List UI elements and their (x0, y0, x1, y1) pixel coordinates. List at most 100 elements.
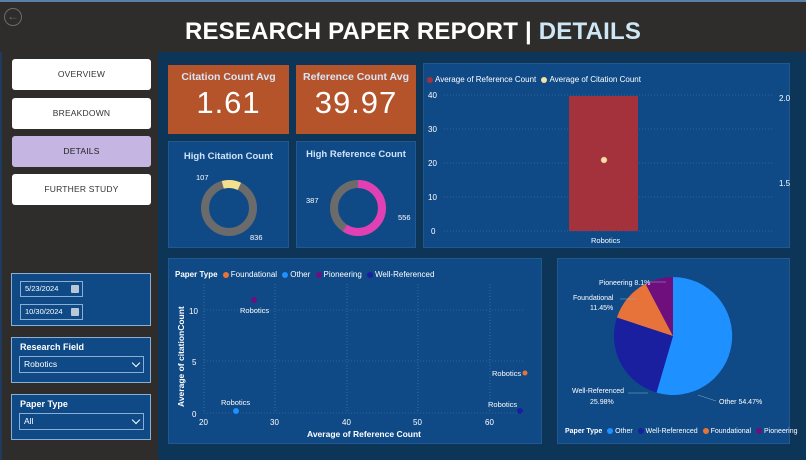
svg-text:10: 10 (428, 193, 437, 202)
pie-legend: Paper Type Other Well-Referenced Foundat… (565, 428, 798, 435)
legend-reference-label[interactable]: Average of Reference Count (435, 75, 537, 84)
svg-text:Pioneering 8.1%: Pioneering 8.1% (599, 280, 650, 287)
paper-type-pie[interactable]: Pioneering 8.1% Foundational 11.45% Well… (558, 259, 791, 445)
high-citation-card: High Citation Count 107 836 (168, 141, 289, 248)
point-well-referenced (517, 408, 523, 414)
pie-legend-title: Paper Type (565, 428, 603, 435)
nav-overview-button[interactable]: OVERVIEW (12, 59, 151, 90)
scatter-legend-title: Paper Type (175, 270, 218, 279)
reference-avg-value: 39.97 (314, 85, 398, 120)
svg-text:10: 10 (189, 307, 198, 316)
end-date-input[interactable]: 10/30/2024 (20, 304, 83, 320)
svg-text:Robotics: Robotics (591, 236, 620, 245)
calendar-icon[interactable] (71, 308, 79, 316)
legend-citation-dot-icon (541, 76, 548, 83)
legend-reference-dot-icon (427, 76, 433, 83)
pie-legend-pioneering[interactable]: Pioneering (764, 428, 798, 435)
high-citation-rest-value: 836 (250, 233, 263, 242)
citation-avg-value: 1.61 (196, 85, 261, 120)
title-separator: | (524, 18, 532, 45)
legend-foundational-dot-icon (222, 271, 229, 278)
pie-legend-other[interactable]: Other (615, 428, 633, 435)
chevron-down-icon (131, 358, 141, 368)
citation-point (600, 156, 608, 164)
paper-type-label: Paper Type (20, 399, 68, 409)
legend-well-referenced-dot-icon (637, 428, 644, 435)
svg-text:40: 40 (342, 418, 351, 427)
start-date-input[interactable]: 5/23/2024 (20, 281, 83, 297)
point-other (233, 408, 239, 414)
calendar-icon[interactable] (71, 285, 79, 293)
high-reference-highlight-value: 556 (398, 213, 411, 222)
svg-text:Robotics: Robotics (221, 398, 250, 407)
nav-breakdown-button[interactable]: BREAKDOWN (12, 98, 151, 129)
svg-text:40: 40 (428, 91, 437, 100)
high-reference-title: High Reference Count (306, 149, 406, 160)
paper-type-value: All (24, 416, 34, 426)
legend-pioneering-dot-icon (756, 428, 763, 435)
pie-legend-foundational[interactable]: Foundational (710, 428, 752, 435)
pie-legend-well-referenced[interactable]: Well-Referenced (645, 428, 698, 435)
svg-text:30: 30 (428, 125, 437, 134)
legend-other[interactable]: Other (290, 270, 311, 279)
svg-text:Average of citationCount: Average of citationCount (176, 306, 186, 407)
svg-text:Robotics: Robotics (488, 400, 517, 409)
main-canvas: Citation Count Avg 1.61 Reference Count … (158, 52, 806, 460)
svg-text:60: 60 (485, 418, 494, 427)
scatter-legend: Paper Type Foundational Other Pioneering… (175, 270, 434, 279)
slice-foundational (616, 283, 673, 336)
svg-text:Robotics: Robotics (492, 369, 521, 378)
date-range-filter: 5/23/2024 10/30/2024 (11, 273, 151, 326)
paper-type-pie-card: Pioneering 8.1% Foundational 11.45% Well… (557, 258, 798, 445)
svg-text:30: 30 (270, 418, 279, 427)
svg-text:2.0: 2.0 (779, 94, 791, 103)
slice-pioneering (645, 277, 673, 336)
svg-text:50: 50 (413, 418, 422, 427)
title-accent: DETAILS (538, 18, 642, 45)
svg-text:5: 5 (192, 358, 197, 367)
back-arrow-icon[interactable]: ← (4, 8, 22, 26)
nav-details-button[interactable]: DETAILS (12, 136, 151, 167)
high-reference-donut[interactable] (297, 142, 417, 249)
research-field-dropdown[interactable]: Robotics (19, 356, 144, 373)
research-field-label: Research Field (20, 342, 85, 352)
end-date-value: 10/30/2024 (25, 307, 63, 316)
high-reference-card: High Reference Count 387 556 (296, 141, 416, 248)
paper-type-dropdown[interactable]: All (19, 413, 144, 430)
svg-text:Foundational: Foundational (573, 295, 614, 302)
legend-well-referenced[interactable]: Well-Referenced (375, 270, 435, 279)
combo-chart-plot[interactable]: 40 30 20 10 0 2.0 1.5 Robotics (424, 64, 791, 249)
legend-other-dot-icon (282, 271, 289, 278)
combo-legend: Average of Reference Count Average of Ci… (427, 75, 641, 84)
legend-pioneering[interactable]: Pioneering (323, 270, 362, 279)
svg-text:0: 0 (431, 227, 436, 236)
high-citation-title: High Citation Count (183, 151, 274, 162)
svg-text:25.98%: 25.98% (590, 399, 614, 406)
high-reference-rest-value: 387 (306, 196, 319, 205)
research-field-filter: Research Field Robotics (11, 337, 151, 383)
sidebar: OVERVIEW BREAKDOWN DETAILS FURTHER STUDY… (0, 52, 158, 460)
start-date-value: 5/23/2024 (25, 284, 59, 293)
svg-text:Average of Reference Count: Average of Reference Count (307, 429, 421, 439)
point-pioneering (251, 297, 257, 303)
research-field-value: Robotics (24, 359, 58, 369)
slice-well-referenced (613, 317, 673, 393)
legend-other-dot-icon (607, 428, 614, 435)
svg-text:20: 20 (199, 418, 208, 427)
reference-avg-label: Reference Count Avg (303, 71, 409, 83)
paper-type-filter: Paper Type All (11, 394, 151, 440)
nav-further-study-button[interactable]: FURTHER STUDY (12, 174, 151, 205)
citation-avg-card: Citation Count Avg 1.61 (168, 65, 289, 134)
legend-foundational[interactable]: Foundational (230, 270, 278, 279)
reference-citation-combo-chart: Average of Reference Count Average of Ci… (423, 63, 791, 249)
svg-text:1.5: 1.5 (779, 179, 791, 188)
scatter-plot[interactable]: 10 5 0 20 30 40 50 60 Average of Referen… (169, 259, 543, 445)
high-citation-donut[interactable] (169, 142, 290, 249)
point-foundational (522, 370, 528, 376)
title-main: RESEARCH PAPER REPORT (184, 18, 519, 45)
citation-avg-label: Citation Count Avg (181, 71, 276, 83)
bar-robotics (569, 96, 638, 231)
legend-citation-label[interactable]: Average of Citation Count (549, 75, 641, 84)
legend-foundational-dot-icon (702, 428, 709, 435)
